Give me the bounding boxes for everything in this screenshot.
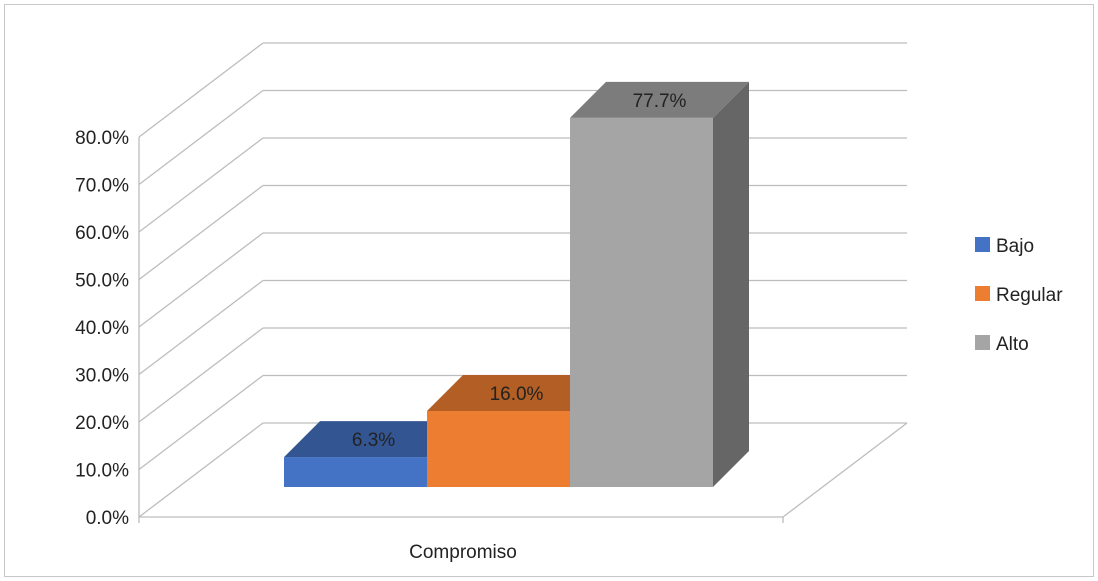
data-labels: 6.3% 16.0% 77.7%	[352, 91, 687, 451]
floor-edge	[782, 422, 908, 518]
y-tick-label: 30.0%	[75, 366, 129, 387]
legend: Bajo Regular Alto	[975, 236, 1063, 355]
bar-regular	[427, 411, 570, 487]
bar-top-alto	[570, 81, 749, 118]
legend-label-bajo: Bajo	[996, 236, 1034, 257]
side-gridline	[138, 89, 264, 186]
y-tick-label: 20.0%	[75, 413, 129, 434]
side-gridline	[138, 279, 264, 376]
legend-swatch-bajo	[975, 237, 990, 252]
y-tick-label: 0.0%	[86, 508, 129, 529]
y-tick-label: 10.0%	[75, 461, 129, 482]
side-gridline	[138, 42, 264, 138]
bar-top-bajo	[284, 421, 463, 458]
legend-label-regular: Regular	[996, 285, 1063, 306]
bar-top-regular	[427, 375, 606, 411]
legend-label-alto: Alto	[996, 334, 1029, 355]
y-axis-ticks: 0.0% 10.0% 20.0% 30.0% 40.0% 50.0% 60.0% 70.0% 8…	[75, 128, 129, 529]
chart-frame: 0.0% 10.0% 20.0% 30.0% 40.0% 50.0% 60.0% 70.0% 8…	[4, 4, 1094, 577]
side-gridline	[138, 327, 264, 423]
y-tick-label: 40.0%	[75, 318, 129, 339]
y-tick-label: 80.0%	[75, 128, 129, 149]
bars	[284, 81, 749, 488]
side-gridline	[138, 232, 264, 328]
side-gridline	[138, 137, 264, 233]
bar-alto	[570, 117, 713, 488]
data-label-bajo: 6.3%	[352, 430, 395, 451]
y-tick-label: 70.0%	[75, 176, 129, 197]
bar-side-alto	[713, 81, 749, 488]
category-label: Compromiso	[409, 542, 517, 563]
side-gridline	[138, 374, 264, 471]
bar-bajo	[284, 457, 427, 487]
y-tick-label: 60.0%	[75, 223, 129, 244]
data-label-alto: 77.7%	[633, 91, 687, 112]
side-gridline	[138, 184, 264, 281]
data-label-regular: 16.0%	[490, 384, 544, 405]
legend-swatch-regular	[975, 286, 990, 301]
side-gridline	[138, 422, 264, 518]
y-tick-label: 50.0%	[75, 271, 129, 292]
bar-chart-3d: 0.0% 10.0% 20.0% 30.0% 40.0% 50.0% 60.0% 70.0% 8…	[75, 42, 1063, 563]
legend-swatch-alto	[975, 335, 990, 350]
